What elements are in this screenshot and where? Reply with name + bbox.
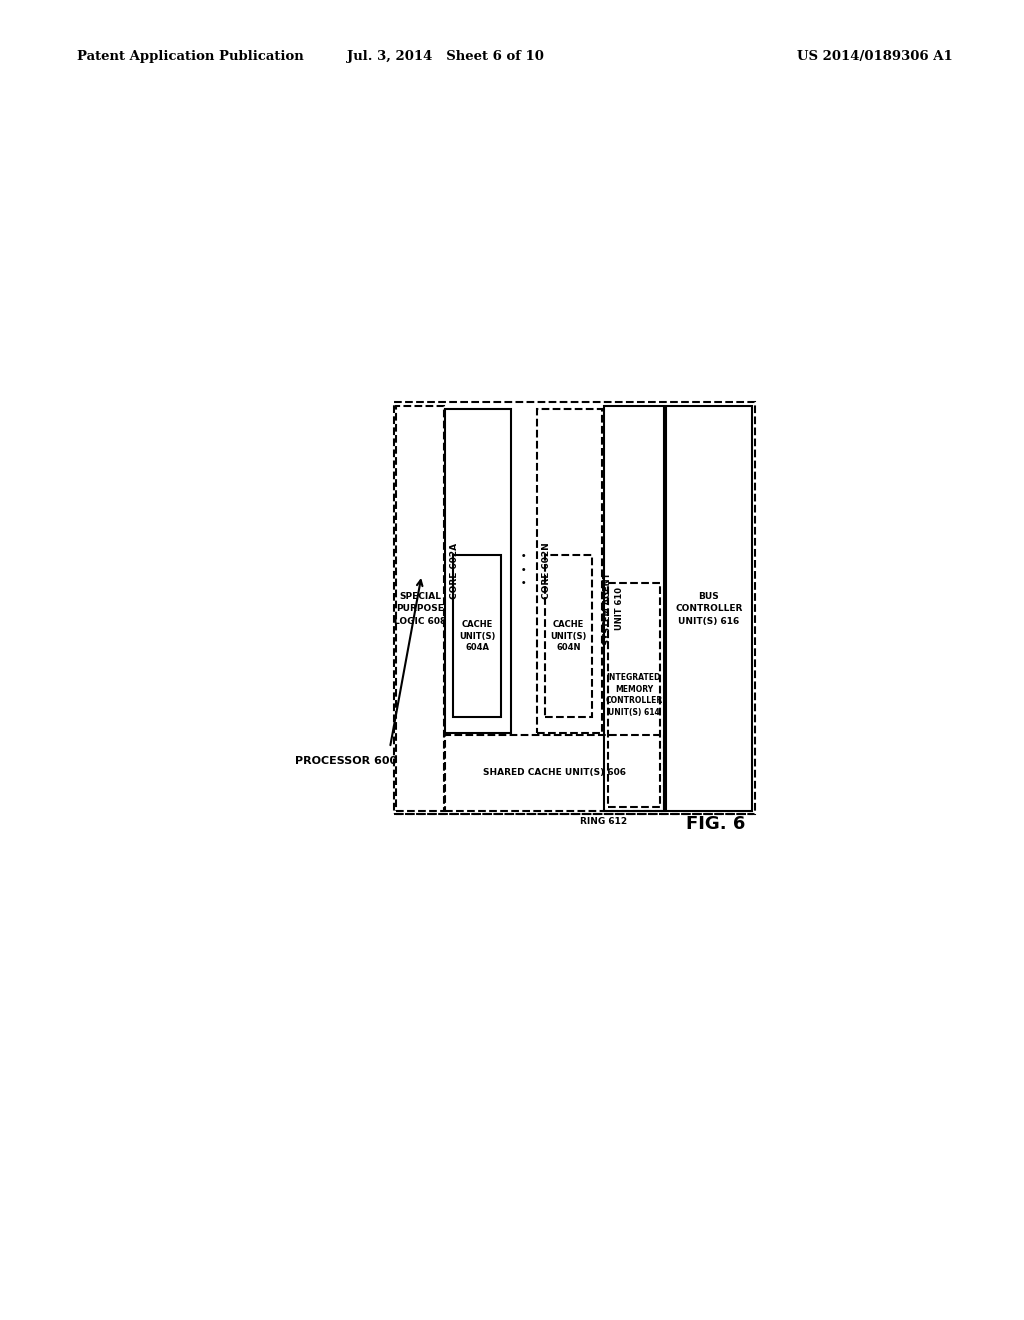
Text: Jul. 3, 2014   Sheet 6 of 10: Jul. 3, 2014 Sheet 6 of 10 <box>347 50 544 63</box>
Text: CORE 602A: CORE 602A <box>451 543 460 599</box>
Text: SHARED CACHE UNIT(S) 606: SHARED CACHE UNIT(S) 606 <box>483 768 626 777</box>
Bar <box>454 554 501 718</box>
Text: RING 612: RING 612 <box>581 817 628 825</box>
Text: SPECIAL
PURPOSE
LOGIC 608: SPECIAL PURPOSE LOGIC 608 <box>394 591 446 626</box>
Text: BUS
CONTROLLER
UNIT(S) 616: BUS CONTROLLER UNIT(S) 616 <box>675 591 742 626</box>
Text: FIG. 6: FIG. 6 <box>686 816 744 833</box>
Text: CACHE
UNIT(S)
604N: CACHE UNIT(S) 604N <box>550 620 587 652</box>
Text: PROCESSOR 600: PROCESSOR 600 <box>295 756 397 766</box>
Bar <box>608 583 659 807</box>
Text: INTEGRATED
MEMORY
CONTROLLER
UNIT(S) 614: INTEGRATED MEMORY CONTROLLER UNIT(S) 614 <box>605 673 663 717</box>
Text: CORE 602N: CORE 602N <box>542 543 551 599</box>
Bar <box>445 409 511 733</box>
Text: •
•
•: • • • <box>520 552 526 587</box>
Bar <box>537 409 602 733</box>
Bar <box>604 407 664 810</box>
Bar <box>666 407 752 810</box>
Bar <box>545 554 592 718</box>
Text: Patent Application Publication: Patent Application Publication <box>77 50 303 63</box>
Bar <box>445 735 664 810</box>
Bar <box>394 403 755 814</box>
Text: CACHE
UNIT(S)
604A: CACHE UNIT(S) 604A <box>459 620 496 652</box>
Text: US 2014/0189306 A1: US 2014/0189306 A1 <box>797 50 952 63</box>
Bar <box>396 407 443 810</box>
Text: SYSTEM AGENT
UNIT 610: SYSTEM AGENT UNIT 610 <box>603 573 625 645</box>
